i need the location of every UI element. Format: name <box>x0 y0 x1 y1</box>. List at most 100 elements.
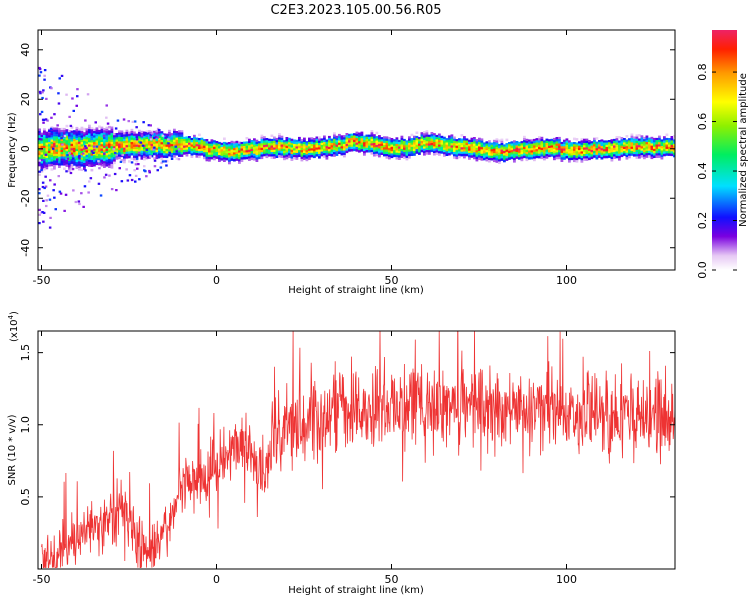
heat-cell <box>188 136 191 139</box>
heat-cell <box>603 144 606 148</box>
heat-cell <box>235 143 239 146</box>
heat-cell <box>75 159 79 163</box>
heat-cell <box>38 146 41 149</box>
heat-cell <box>520 141 524 144</box>
heat-cell <box>283 144 286 147</box>
heat-noise-cell <box>130 161 134 164</box>
heat-cell <box>175 137 179 141</box>
heat-cell <box>578 156 581 160</box>
heat-cell <box>143 155 146 159</box>
heat-cell <box>183 150 186 153</box>
heat-noise-cell <box>68 115 71 118</box>
heat-noise-cell <box>38 68 42 71</box>
heat-cell <box>625 143 629 147</box>
heat-cell <box>595 137 599 140</box>
heat-cell <box>165 155 169 159</box>
heat-cell <box>135 135 139 139</box>
heat-cell <box>523 135 526 139</box>
heat-noise-cell <box>154 152 157 155</box>
heat-cell <box>260 150 264 153</box>
heat-noise-cell <box>38 188 41 191</box>
heat-cell <box>270 141 274 144</box>
heat-cell <box>135 151 139 154</box>
heat-cell <box>583 149 586 153</box>
heat-cell <box>108 158 111 162</box>
heat-cell <box>548 154 551 158</box>
heat-cell <box>65 133 69 137</box>
heat-cell <box>298 141 301 144</box>
heat-cell <box>68 132 71 135</box>
heat-cell <box>173 128 176 132</box>
heat-cell <box>115 137 119 140</box>
heat-cell <box>283 157 286 161</box>
heat-cell <box>335 142 339 145</box>
heat-cell <box>165 153 169 156</box>
heat-noise-cell <box>141 144 145 147</box>
heat-cell <box>253 149 256 152</box>
heat-cell <box>70 157 74 160</box>
heat-cell <box>103 158 106 162</box>
heat-cell <box>513 140 516 143</box>
heat-cell <box>203 139 206 142</box>
heat-cell <box>80 137 84 141</box>
heat-cell <box>645 146 649 149</box>
heat-cell <box>338 138 341 141</box>
heat-cell <box>250 148 254 152</box>
heat-cell <box>110 141 114 145</box>
heat-cell <box>510 145 514 149</box>
heat-cell <box>510 152 514 155</box>
heat-cell <box>265 146 269 150</box>
heat-noise-cell <box>42 220 45 223</box>
heat-cell <box>248 158 251 161</box>
heat-cell <box>160 142 164 145</box>
heat-cell <box>110 146 114 149</box>
heat-cell <box>38 161 41 165</box>
heat-cell <box>505 156 509 159</box>
heat-cell <box>260 134 264 138</box>
heat-cell <box>668 140 671 143</box>
heat-cell <box>620 152 624 155</box>
heat-cell <box>43 163 46 166</box>
heat-cell <box>385 147 389 150</box>
heat-noise-cell <box>65 93 68 96</box>
heat-cell <box>130 150 134 154</box>
heat-cell <box>345 139 349 143</box>
heat-cell <box>48 146 51 149</box>
heat-cell <box>345 135 349 138</box>
heat-cell <box>408 136 411 139</box>
heat-cell <box>540 152 544 155</box>
heat-cell <box>65 131 69 134</box>
heat-cell <box>565 145 569 148</box>
heat-cell <box>63 152 66 155</box>
heat-cell <box>90 142 94 145</box>
heat-cell <box>195 153 199 156</box>
heat-cell <box>385 154 389 157</box>
figure-title: C2E3.2023.105.00.56.R05 <box>270 3 441 18</box>
heat-cell <box>343 141 346 145</box>
heat-cell <box>78 159 81 162</box>
heat-cell <box>295 150 299 154</box>
heat-cell <box>290 138 294 142</box>
heat-cell <box>48 137 51 141</box>
heat-cell <box>420 147 424 151</box>
heat-cell <box>88 137 91 141</box>
heat-cell <box>318 151 321 155</box>
heat-cell <box>45 149 49 152</box>
heat-cell <box>655 148 659 152</box>
heat-cell <box>130 146 134 149</box>
heat-cell <box>568 151 571 154</box>
heat-cell <box>443 136 446 140</box>
heat-cell <box>53 160 56 163</box>
heat-cell <box>140 130 144 134</box>
heat-cell <box>80 168 84 171</box>
heat-cell <box>150 146 154 149</box>
heat-cell <box>380 145 384 149</box>
heat-cell <box>540 145 544 149</box>
heat-cell <box>668 142 671 145</box>
heat-cell <box>170 155 174 158</box>
heat-cell <box>483 144 486 148</box>
heat-cell <box>295 139 299 143</box>
heat-cell <box>83 138 86 142</box>
heat-cell <box>365 145 369 149</box>
heat-cell <box>455 147 459 151</box>
